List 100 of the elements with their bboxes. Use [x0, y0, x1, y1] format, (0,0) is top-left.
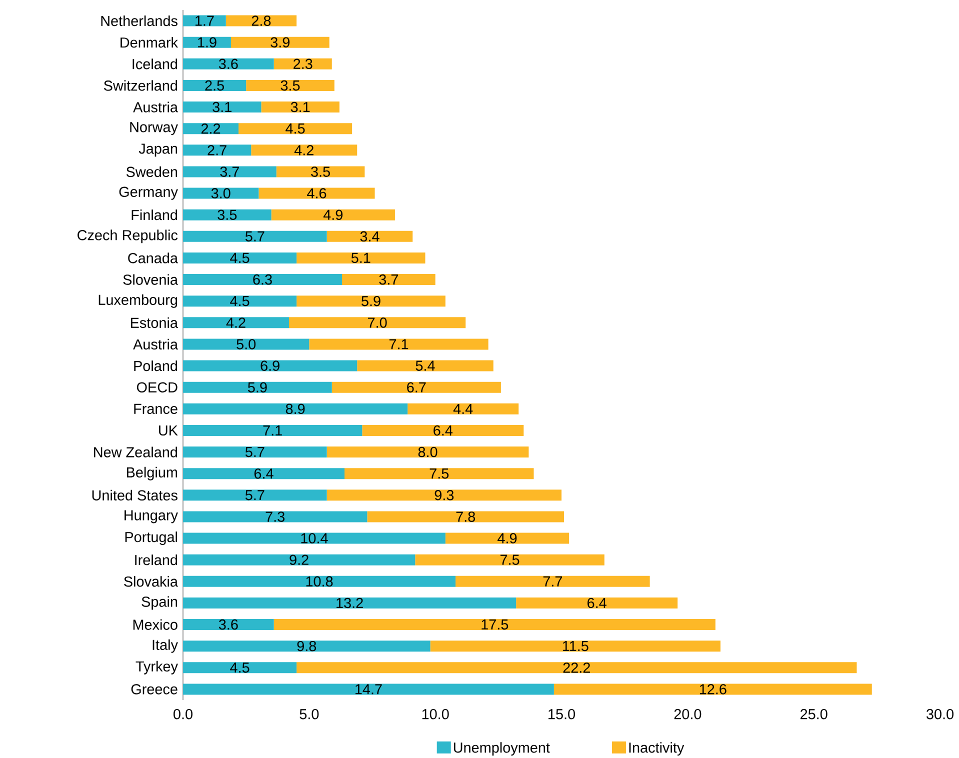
bar — [357, 360, 494, 372]
bar — [183, 597, 516, 608]
bar — [183, 58, 274, 70]
bar — [183, 424, 362, 436]
bar — [271, 209, 395, 220]
data-label: 4.5 — [230, 252, 250, 264]
bar — [326, 490, 562, 501]
y-tick-label: Greece — [131, 684, 178, 694]
bar — [326, 230, 413, 242]
data-label: 6.3 — [253, 274, 272, 285]
bar — [183, 166, 276, 178]
data-label: 5.0 — [236, 339, 256, 350]
x-tick-label: 5.0 — [300, 709, 319, 720]
bar — [276, 166, 365, 178]
data-label: 4.2 — [294, 145, 314, 156]
y-tick-label: France — [134, 404, 178, 414]
bar — [230, 36, 330, 48]
y-tick-label: Sweden — [126, 166, 178, 178]
y-tick-label: Spain — [142, 596, 178, 610]
data-label: 3.7 — [379, 274, 398, 285]
data-label: 4.2 — [226, 318, 246, 328]
bar — [183, 123, 239, 134]
data-label: 8.9 — [286, 404, 305, 414]
bar — [238, 123, 352, 134]
bar — [296, 662, 857, 674]
bar — [183, 511, 368, 522]
y-tick-label: Denmark — [120, 37, 178, 48]
bar — [261, 102, 340, 113]
bar — [445, 532, 570, 544]
data-label: 6.4 — [588, 598, 606, 608]
bar — [309, 338, 488, 350]
data-label: 2.8 — [252, 16, 271, 26]
y-tick-label: Belgium — [126, 466, 178, 480]
y-tick-label: Austria — [133, 338, 178, 350]
data-label: 4.9 — [323, 210, 343, 220]
y-tick-label: Iceland — [132, 58, 178, 70]
data-label: 7.0 — [368, 318, 387, 328]
data-label: 6.7 — [407, 382, 426, 392]
y-tick-label: Slovenia — [123, 274, 178, 285]
bar — [183, 640, 430, 652]
data-label: 17.5 — [482, 619, 508, 630]
data-label: 6.4 — [434, 425, 453, 436]
data-label: 1.7 — [196, 16, 214, 26]
y-tick-label: OECD — [136, 382, 178, 392]
bar — [430, 640, 720, 652]
bar — [183, 662, 297, 674]
data-label: 4.5 — [286, 124, 305, 134]
data-label: 5.9 — [362, 296, 380, 306]
bar — [251, 144, 358, 156]
data-label: 7.5 — [430, 468, 449, 479]
y-tick-label: UK — [159, 425, 178, 436]
bar — [183, 296, 297, 307]
y-tick-label: Slovakia — [124, 576, 178, 587]
x-tick-label: 15.0 — [548, 709, 575, 720]
bar — [183, 446, 327, 458]
y-tick-label: New Zealand — [94, 446, 178, 458]
data-label: 11.5 — [562, 641, 588, 652]
bar — [183, 382, 332, 393]
bar — [516, 597, 678, 608]
x-tick-label: 0.0 — [174, 709, 192, 720]
data-label: 2.3 — [294, 58, 312, 70]
y-tick-label: Japan — [138, 144, 178, 157]
y-tick-label: Italy — [152, 639, 178, 653]
data-label: 3.4 — [360, 231, 380, 242]
bar — [183, 619, 274, 630]
y-tick-label: Germany — [119, 186, 178, 200]
y-tick-label: Portugal — [125, 532, 178, 546]
data-label: 12.6 — [700, 684, 726, 694]
data-label: 4.6 — [307, 188, 326, 198]
y-tick-label: Norway — [130, 122, 178, 136]
y-tick-label: United States — [92, 490, 178, 500]
data-label: 2.2 — [201, 124, 220, 134]
data-label: 5.1 — [351, 252, 370, 264]
bar — [342, 274, 436, 286]
bar — [362, 424, 524, 436]
bar — [332, 382, 501, 393]
y-tick-label: Canada — [128, 252, 178, 264]
bar — [183, 274, 342, 286]
data-label: 6.9 — [260, 360, 280, 371]
y-tick-label: Ireland — [135, 554, 178, 566]
data-label: 7.1 — [389, 339, 408, 350]
y-tick-label: Poland — [134, 360, 178, 372]
bar — [183, 209, 272, 220]
y-tick-label: Estonia — [131, 317, 178, 328]
data-label: 7.8 — [456, 512, 476, 522]
bar — [183, 80, 246, 91]
bar — [183, 102, 262, 113]
bar — [183, 230, 327, 242]
y-tick-label: Austria — [133, 102, 178, 112]
bar — [226, 15, 297, 26]
data-label: 9.8 — [297, 640, 316, 652]
data-label: 2.5 — [205, 80, 224, 91]
y-tick-label: Luxembourg — [98, 294, 178, 308]
data-label: 3.1 — [290, 102, 310, 112]
bar — [326, 446, 529, 458]
y-tick-label: Tyrkey — [136, 660, 178, 674]
x-tick-label: 25.0 — [800, 709, 828, 720]
data-label: 3.5 — [280, 80, 300, 91]
data-label: 14.7 — [356, 684, 382, 694]
bar — [183, 490, 327, 501]
